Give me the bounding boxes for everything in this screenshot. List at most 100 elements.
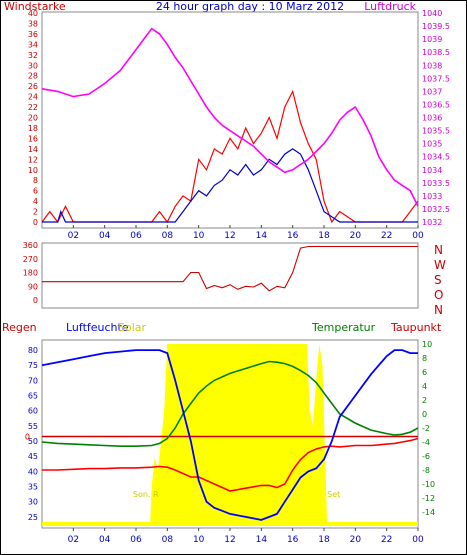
- compass-label-1: W: [434, 258, 446, 272]
- climate-x-tick-label-04: 04: [99, 535, 111, 545]
- wind-x-tick-label-20: 20: [350, 231, 362, 241]
- humidity-axis-tick-65: 65: [28, 392, 38, 401]
- humidity-axis-tick-45: 45: [28, 452, 38, 461]
- climate-x-tick-label-20: 20: [350, 535, 362, 545]
- wind-axis-tick-8: 8: [33, 176, 38, 185]
- pressure-line: [41, 27, 419, 207]
- pressure-axis-tick-1039.5: 1039.5: [422, 22, 450, 31]
- wind-axis-tick-22: 22: [28, 103, 38, 112]
- pressure-axis-tick-1037.5: 1037.5: [422, 74, 450, 83]
- humidity-axis-tick-80: 80: [28, 346, 38, 355]
- direction-axis-tick-0: 0: [33, 296, 38, 305]
- pressure-axis-tick-1033.5: 1033.5: [422, 179, 450, 188]
- solar-area: [150, 344, 328, 526]
- wind-x-tick-label-22: 22: [381, 231, 392, 241]
- pressure-axis-tick-1038.5: 1038.5: [422, 48, 450, 57]
- wind-x-tick-label-14: 14: [256, 231, 268, 241]
- legend-humidity: Luftfeuchte: [66, 321, 129, 334]
- humidity-axis-tick-40: 40: [28, 467, 38, 476]
- direction-panel-frame: [41, 242, 419, 309]
- rain-axis-zero: 0: [25, 433, 30, 442]
- wind-axis-tick-20: 20: [28, 114, 38, 123]
- temperature-axis-tick-10: 10: [422, 340, 432, 349]
- wind-axis-tick-4: 4: [33, 197, 38, 206]
- legend-solar: Solar: [118, 321, 147, 334]
- humidity-axis-tick-35: 35: [28, 483, 38, 492]
- pressure-axis-tick-1036: 1036: [422, 114, 442, 123]
- wind-axis-tick-0: 0: [33, 218, 38, 227]
- wind-axis-tick-2: 2: [33, 208, 38, 217]
- wind-axis-tick-14: 14: [28, 145, 38, 154]
- climate-x-tick-label-16: 16: [287, 535, 299, 545]
- climate-x-tick-label-06: 06: [130, 535, 142, 545]
- pressure-axis-tick-1040: 1040: [422, 9, 442, 18]
- climate-x-tick-label-02: 02: [68, 535, 79, 545]
- temperature-axis-tick--10: -10: [422, 480, 435, 489]
- humidity-axis-tick-25: 25: [28, 513, 38, 522]
- wind-axis-tick-26: 26: [28, 82, 38, 91]
- wind-x-tick-label-06: 06: [130, 231, 142, 241]
- dewpoint-line: [42, 437, 419, 492]
- humidity-axis-tick-55: 55: [28, 422, 38, 431]
- pressure-axis-tick-1034.5: 1034.5: [422, 153, 450, 162]
- climate-x-tick-label-18: 18: [318, 535, 330, 545]
- right-axis-title: Luftdruck: [364, 0, 416, 13]
- compass-label-4: N: [434, 303, 443, 317]
- temperature-axis-tick-4: 4: [422, 382, 427, 391]
- temperature-axis-tick--4: -4: [422, 438, 430, 447]
- left-axis-title: Windstarke: [4, 0, 66, 13]
- temperature-axis-tick--2: -2: [422, 424, 430, 433]
- humidity-axis-tick-50: 50: [28, 437, 38, 446]
- wind-axis-tick-12: 12: [28, 155, 38, 164]
- climate-x-tick-label-12: 12: [224, 535, 235, 545]
- wind-x-tick-label-00: 00: [412, 231, 424, 241]
- wind-axis-tick-28: 28: [28, 72, 38, 81]
- temperature-axis-tick--8: -8: [422, 466, 430, 475]
- wind-axis-tick-16: 16: [28, 134, 38, 143]
- direction-axis-tick-90: 90: [28, 282, 38, 291]
- wind-axis-tick-10: 10: [28, 166, 38, 175]
- legend-temperature: Temperatur: [311, 321, 376, 334]
- wind-x-tick-label-18: 18: [318, 231, 330, 241]
- humidity-axis-tick-30: 30: [28, 498, 38, 507]
- temperature-line: [41, 360, 419, 448]
- climate-x-tick-label-10: 10: [193, 535, 205, 545]
- wind-pressure-panel: 0246810121416182022242628303234363840103…: [28, 9, 450, 241]
- pressure-axis-tick-1035: 1035: [422, 140, 442, 149]
- wind-axis-tick-30: 30: [28, 61, 38, 70]
- temperature-axis-tick-0: 0: [422, 410, 427, 419]
- legend-rain: Regen: [2, 321, 37, 334]
- temperature-axis-tick-2: 2: [422, 396, 427, 405]
- climate-x-tick-label-14: 14: [256, 535, 268, 545]
- legend-dewpoint: Taupunkt: [390, 321, 442, 334]
- wind-x-tick-label-08: 08: [162, 231, 174, 241]
- direction-line: [42, 245, 418, 292]
- temperature-axis-tick--12: -12: [422, 494, 435, 503]
- compass-label-0: N: [434, 243, 443, 257]
- wind-axis-tick-36: 36: [28, 30, 38, 39]
- pressure-axis-tick-1039: 1039: [422, 35, 442, 44]
- humidity-axis-tick-70: 70: [28, 376, 38, 385]
- wind-axis-tick-40: 40: [28, 9, 38, 18]
- sunrise-annotation: Son. R: [133, 490, 159, 499]
- wind-x-tick-label-10: 10: [193, 231, 205, 241]
- pressure-axis-tick-1035.5: 1035.5: [422, 127, 450, 136]
- compass-label-3: O: [434, 288, 443, 302]
- wind-axis-tick-18: 18: [28, 124, 38, 133]
- wind-axis-tick-6: 6: [33, 187, 38, 196]
- direction-axis-tick-270: 270: [23, 255, 38, 264]
- humidity-line: [41, 349, 418, 521]
- solar-baseline: [42, 522, 418, 526]
- pressure-axis-tick-1032.5: 1032.5: [422, 205, 450, 214]
- wind-x-tick-label-04: 04: [99, 231, 111, 241]
- wind-x-tick-label-12: 12: [224, 231, 235, 241]
- temperature-humidity-panel: 253035404550556065707580-14-12-10-8-6-4-…: [25, 340, 435, 545]
- temperature-axis-tick-8: 8: [422, 354, 427, 363]
- pressure-axis-tick-1036.5: 1036.5: [422, 100, 450, 109]
- humidity-axis-tick-75: 75: [28, 361, 38, 370]
- pressure-axis-tick-1038: 1038: [422, 61, 442, 70]
- wind-x-tick-label-16: 16: [287, 231, 299, 241]
